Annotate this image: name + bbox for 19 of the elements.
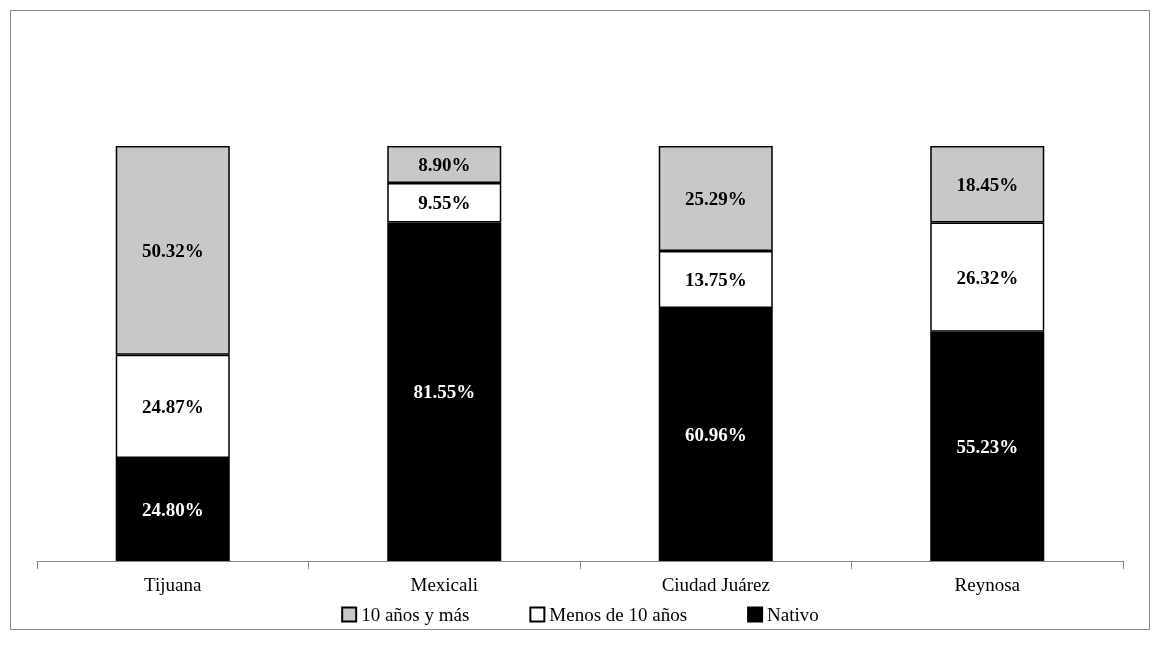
x-tick-label: Tijuana — [144, 574, 202, 595]
data-label: 9.55% — [418, 192, 471, 214]
data-label: 81.55% — [413, 381, 476, 403]
legend-label: 10 años y más — [361, 604, 470, 625]
legend-label: Nativo — [767, 604, 819, 625]
data-label: 50.32% — [141, 239, 204, 261]
data-label: 60.96% — [684, 424, 747, 446]
data-label: 55.23% — [956, 435, 1019, 457]
data-label: 26.32% — [956, 266, 1019, 288]
x-tick-label: Ciudad Juárez — [661, 574, 770, 595]
data-label: 24.80% — [141, 499, 204, 521]
x-tick-label: Mexicali — [410, 574, 479, 595]
data-label: 24.87% — [141, 395, 204, 417]
x-tick-label: Reynosa — [954, 574, 1021, 595]
data-label: 13.75% — [684, 268, 747, 290]
data-label: 25.29% — [684, 187, 747, 209]
data-label: 8.90% — [418, 153, 471, 175]
data-label: 18.45% — [956, 173, 1019, 195]
legend-label: Menos de 10 años — [549, 604, 688, 625]
